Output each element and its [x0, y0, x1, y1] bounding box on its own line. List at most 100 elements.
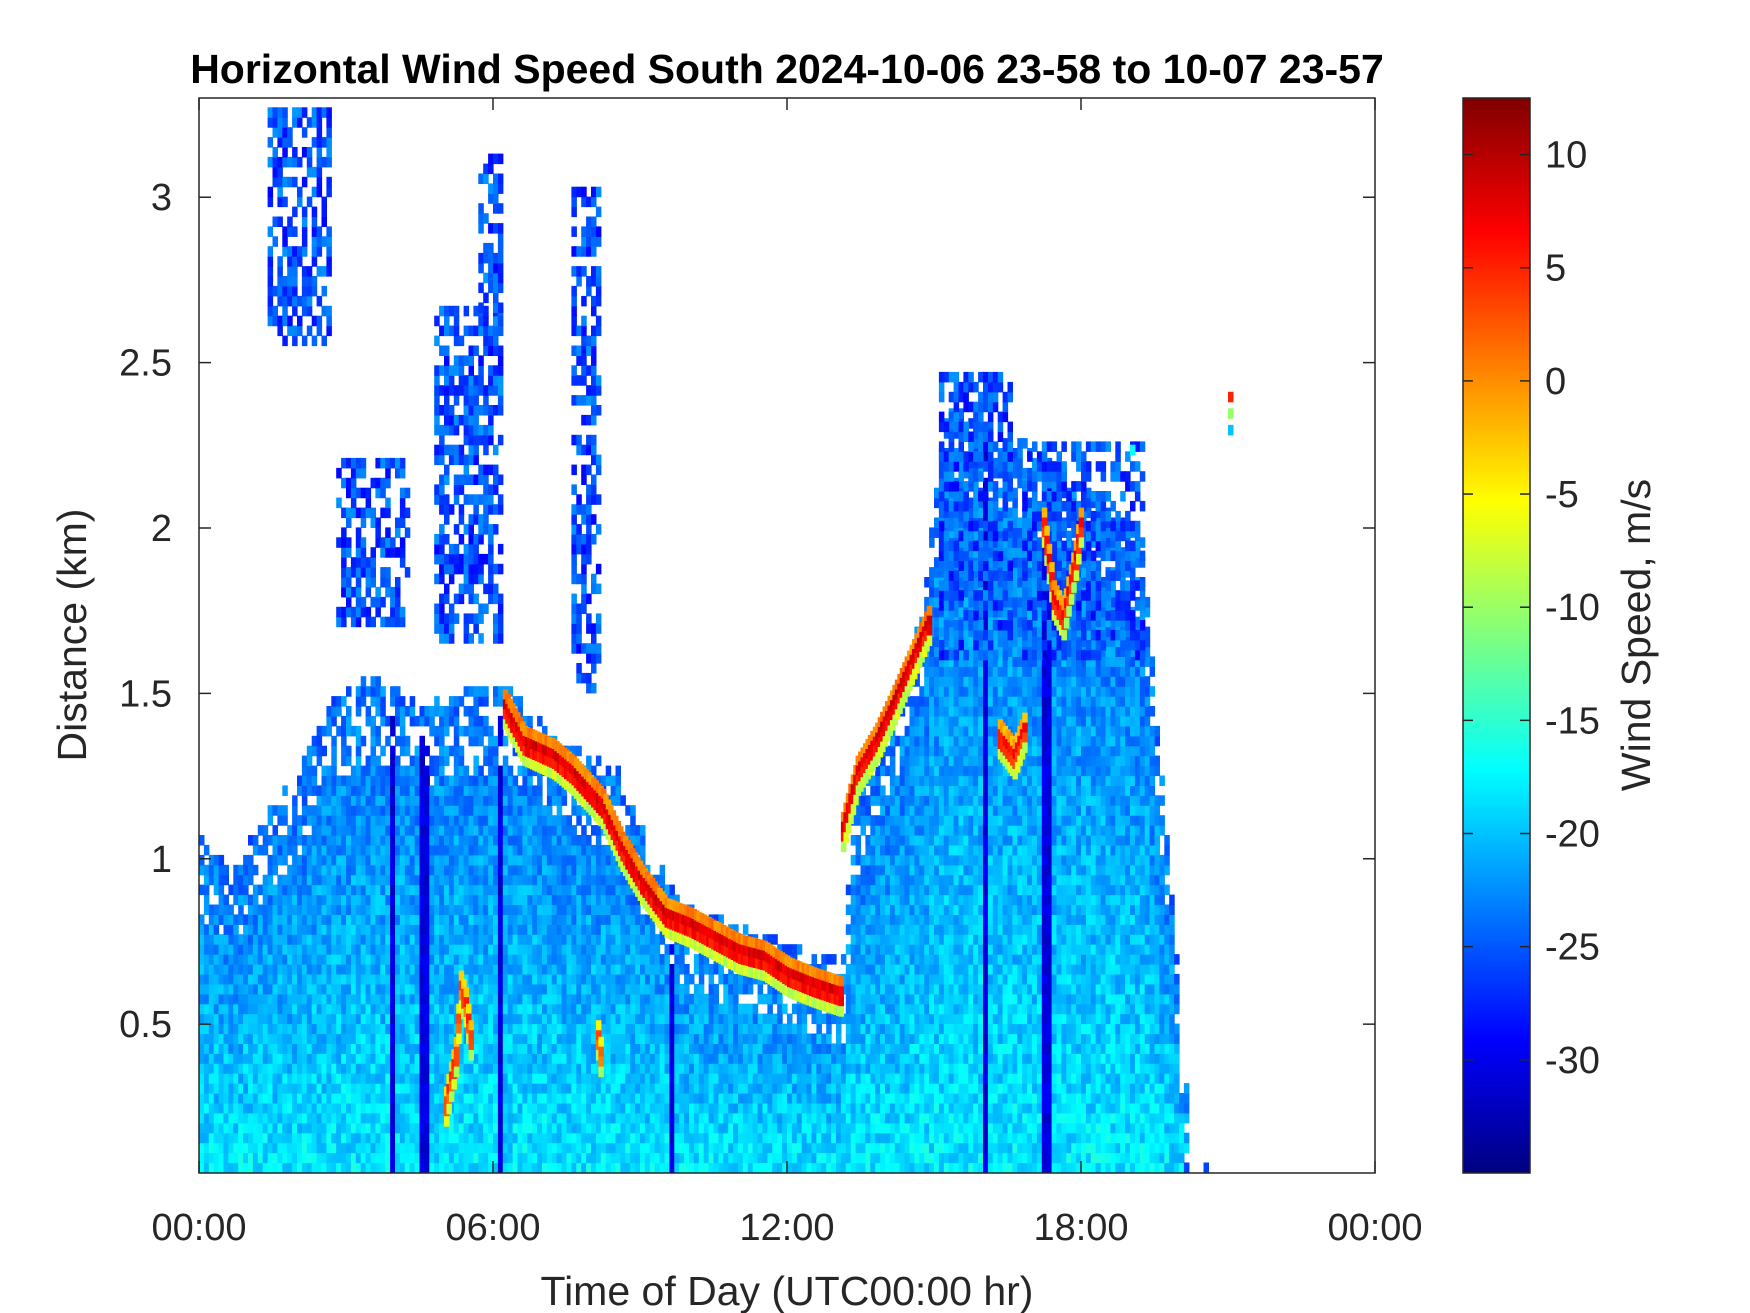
heatmap-cell	[395, 795, 401, 806]
heatmap-cell	[316, 1093, 323, 1104]
heatmap-cell	[453, 894, 460, 906]
heatmap-cell	[331, 1073, 337, 1084]
heatmap-cell	[698, 1132, 705, 1144]
heatmap-cell	[870, 785, 876, 796]
heatmap-cell	[546, 964, 553, 975]
heatmap-cell	[497, 1093, 504, 1104]
heatmap-cell	[350, 1043, 357, 1054]
heatmap-cell	[512, 904, 519, 916]
heatmap-cell	[889, 964, 896, 975]
heatmap-cell	[532, 795, 538, 806]
heatmap-cell	[272, 1063, 278, 1074]
heatmap-cell	[640, 954, 646, 965]
heatmap-cell	[223, 1073, 229, 1084]
heatmap-cell	[679, 1083, 685, 1094]
heatmap-cell	[801, 1122, 808, 1134]
heatmap-cell	[551, 924, 558, 935]
heatmap-cell	[767, 1132, 773, 1144]
heatmap-cell	[390, 815, 396, 826]
heatmap-cell	[365, 1102, 372, 1114]
heatmap-cell	[713, 993, 719, 1005]
heatmap-cell	[591, 983, 597, 995]
heatmap-cell	[360, 835, 367, 846]
heatmap-cell	[448, 954, 455, 965]
heatmap-cell	[321, 914, 327, 925]
heatmap-cell	[512, 775, 519, 787]
heatmap-cell	[424, 1132, 430, 1144]
heatmap-cell	[252, 1053, 259, 1064]
heatmap-cell	[453, 765, 460, 777]
heatmap-cell	[248, 944, 254, 955]
heatmap-cell	[698, 1063, 705, 1074]
heatmap-cell	[615, 785, 621, 796]
heatmap-cell	[429, 706, 435, 717]
heatmap-cell	[625, 1162, 631, 1174]
heatmap-cell	[517, 884, 523, 896]
heatmap-cell	[527, 1083, 533, 1094]
heatmap-cell	[453, 725, 460, 737]
heatmap-cell	[870, 1093, 876, 1104]
heatmap-cell	[571, 795, 577, 806]
heatmap-cell	[791, 1073, 798, 1084]
heatmap-cell	[738, 1013, 744, 1025]
heatmap-cell	[684, 1162, 690, 1174]
heatmap-cell	[311, 1033, 318, 1045]
heatmap-cell	[826, 1132, 832, 1144]
heatmap-cell	[556, 944, 563, 955]
heatmap-cell	[311, 1152, 318, 1164]
heatmap-cell	[708, 1122, 715, 1134]
heatmap-cell	[527, 983, 533, 995]
heatmap-cell	[414, 983, 421, 995]
heatmap-cell	[733, 1102, 739, 1114]
heatmap-cell	[262, 825, 269, 836]
heatmap-cell	[208, 1142, 215, 1154]
heatmap-cell	[772, 1122, 778, 1134]
heatmap-cell	[718, 1162, 724, 1174]
heatmap-cell	[424, 1083, 430, 1094]
heatmap-cell	[860, 983, 866, 995]
heatmap-cell	[404, 914, 411, 925]
heatmap-cell	[610, 1083, 617, 1094]
heatmap-cell	[625, 1132, 631, 1144]
heatmap-cell	[860, 815, 866, 826]
heatmap-cell	[390, 696, 396, 707]
heatmap-cell	[297, 825, 303, 836]
heatmap-cell	[806, 1073, 813, 1084]
heatmap-cell	[385, 795, 391, 806]
heatmap-cell	[380, 1152, 386, 1164]
heatmap-cell	[248, 835, 254, 846]
heatmap-cell	[566, 815, 572, 826]
heatmap-cell	[243, 1013, 249, 1025]
heatmap-cell	[870, 835, 876, 846]
heatmap-cell	[395, 1063, 401, 1074]
heatmap-cell	[625, 983, 631, 995]
heatmap-cell	[463, 815, 470, 826]
heatmap-cell	[889, 1003, 896, 1015]
heatmap-cell	[551, 973, 558, 985]
heatmap-cell	[233, 894, 239, 906]
heatmap-cell	[811, 1122, 817, 1134]
heatmap-cell	[885, 825, 891, 836]
heatmap-cell	[365, 1112, 372, 1124]
heatmap-cell	[355, 894, 362, 906]
heatmap-cell	[385, 775, 391, 787]
heatmap-cell	[395, 964, 401, 975]
heatmap-cell	[865, 993, 871, 1005]
heatmap-cell	[865, 1132, 871, 1144]
heatmap-cell	[355, 964, 362, 975]
heatmap-cell	[649, 1023, 656, 1035]
heatmap-cell	[742, 1083, 749, 1094]
heatmap-cell	[885, 765, 891, 777]
heatmap-cell	[395, 735, 401, 747]
heatmap-cell	[434, 775, 440, 787]
heatmap-cell	[581, 1003, 587, 1015]
heatmap-cell	[576, 745, 582, 757]
heatmap-cell	[331, 1122, 337, 1134]
heatmap-cell	[576, 944, 582, 955]
heatmap-cell	[777, 1053, 783, 1064]
heatmap-cell	[625, 894, 631, 906]
heatmap-cell	[630, 914, 636, 925]
heatmap-cell	[439, 1093, 445, 1104]
heatmap-cell	[659, 864, 666, 876]
heatmap-cell	[889, 735, 896, 747]
